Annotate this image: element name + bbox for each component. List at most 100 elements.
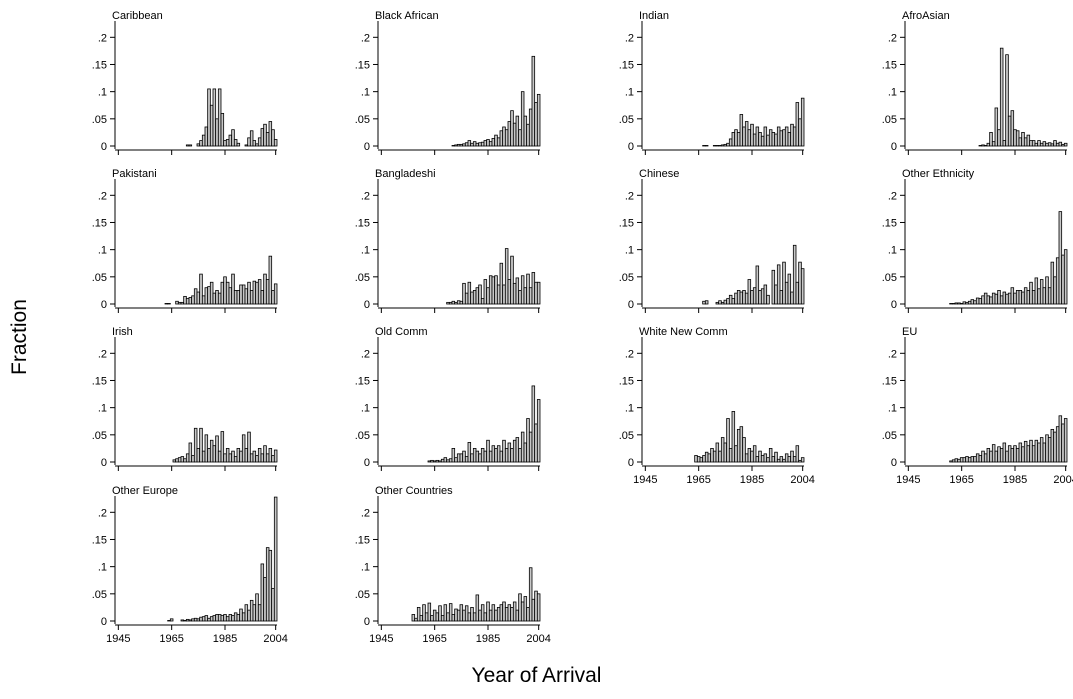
bar — [480, 141, 485, 147]
bar — [472, 612, 477, 622]
bar — [499, 262, 504, 305]
y-tick-label: .05 — [619, 114, 634, 126]
y-tick-label: 0 — [101, 299, 107, 311]
bar — [188, 442, 193, 463]
bar — [188, 619, 193, 622]
bar — [728, 294, 733, 305]
bar — [512, 282, 517, 305]
bar — [459, 453, 464, 463]
bar — [188, 297, 193, 305]
bar — [212, 445, 217, 463]
bar — [265, 279, 270, 305]
bar — [715, 301, 720, 305]
bar — [962, 301, 967, 305]
y-tick-label: .1 — [625, 245, 634, 257]
panel-other-countries: Other Countries 0 .05 .1 .15 .2 1945 1965 1985 20… — [355, 485, 551, 645]
bar — [209, 439, 214, 463]
bar — [236, 448, 241, 463]
bar — [760, 135, 765, 147]
bar — [520, 275, 525, 305]
bar — [989, 132, 993, 147]
bar — [228, 453, 233, 463]
panel-caribbean: Caribbean 0 .05 .1 .15 .2 — [92, 10, 278, 155]
bar — [1005, 54, 1009, 147]
bar — [249, 599, 254, 622]
bar — [432, 460, 437, 463]
bar — [528, 431, 533, 463]
y-tick-label: .15 — [92, 59, 107, 71]
x-tick-label: 1945 — [633, 474, 657, 486]
bar — [443, 457, 448, 463]
bar — [728, 448, 733, 463]
bar — [448, 603, 453, 622]
bar — [456, 609, 461, 622]
bar — [496, 445, 501, 463]
bar — [975, 297, 980, 305]
bar — [536, 593, 541, 622]
bar — [536, 93, 541, 147]
bar — [217, 614, 222, 622]
bar — [212, 88, 217, 147]
y-tick-label: .1 — [98, 245, 107, 257]
bar — [201, 450, 206, 463]
bar — [1026, 290, 1031, 305]
bar — [504, 129, 509, 147]
y-tick-label: .1 — [888, 87, 897, 99]
bar — [257, 448, 262, 463]
y-tick-label: .1 — [888, 403, 897, 415]
y-tick-label: .2 — [98, 507, 107, 519]
bar — [496, 137, 501, 147]
bar — [523, 287, 528, 305]
bar — [771, 269, 776, 305]
bar — [776, 264, 781, 305]
y-tick-label: .05 — [355, 430, 370, 442]
bar — [520, 431, 525, 463]
panel-title: Irish — [112, 326, 133, 338]
bar — [411, 614, 416, 622]
bar — [257, 137, 262, 147]
bar — [467, 612, 472, 622]
bar — [228, 287, 233, 305]
bar — [760, 455, 765, 463]
panel-irish: Irish 0 .05 .1 .15 .2 — [92, 326, 278, 471]
bar — [739, 426, 744, 463]
bar — [1026, 445, 1031, 463]
bar — [185, 453, 190, 463]
y-tick-label: .1 — [98, 562, 107, 574]
y-tick-label: .15 — [92, 217, 107, 229]
bar — [427, 460, 432, 463]
bar — [1047, 142, 1052, 147]
bar — [994, 107, 999, 147]
bar — [787, 273, 792, 305]
bar — [196, 291, 201, 305]
bar — [488, 609, 493, 622]
x-tick-label: 1985 — [213, 633, 237, 645]
bar — [252, 280, 257, 305]
panel-pakistani: Pakistani 0 .05 .1 .15 .2 — [92, 168, 278, 313]
bar — [464, 456, 469, 463]
y-tick-label: .05 — [882, 114, 897, 126]
bar — [763, 453, 768, 463]
bar — [999, 295, 1004, 305]
y-tick-label: .05 — [355, 272, 370, 284]
bar — [201, 616, 206, 622]
bar — [249, 453, 254, 463]
bar — [1010, 110, 1015, 147]
bar — [1015, 290, 1020, 305]
y-tick-label: 0 — [364, 616, 370, 628]
bar — [188, 144, 193, 147]
bar — [1042, 287, 1047, 305]
y-tick-label: 0 — [101, 616, 107, 628]
bar — [523, 442, 528, 463]
bar — [747, 279, 752, 305]
bar — [1047, 437, 1052, 463]
bar — [432, 609, 437, 622]
bar — [528, 567, 533, 622]
bar — [752, 287, 757, 305]
bar — [424, 612, 429, 622]
y-tick-label: 0 — [891, 457, 897, 469]
bar — [273, 449, 278, 463]
bar — [217, 450, 222, 463]
bar — [736, 290, 741, 305]
